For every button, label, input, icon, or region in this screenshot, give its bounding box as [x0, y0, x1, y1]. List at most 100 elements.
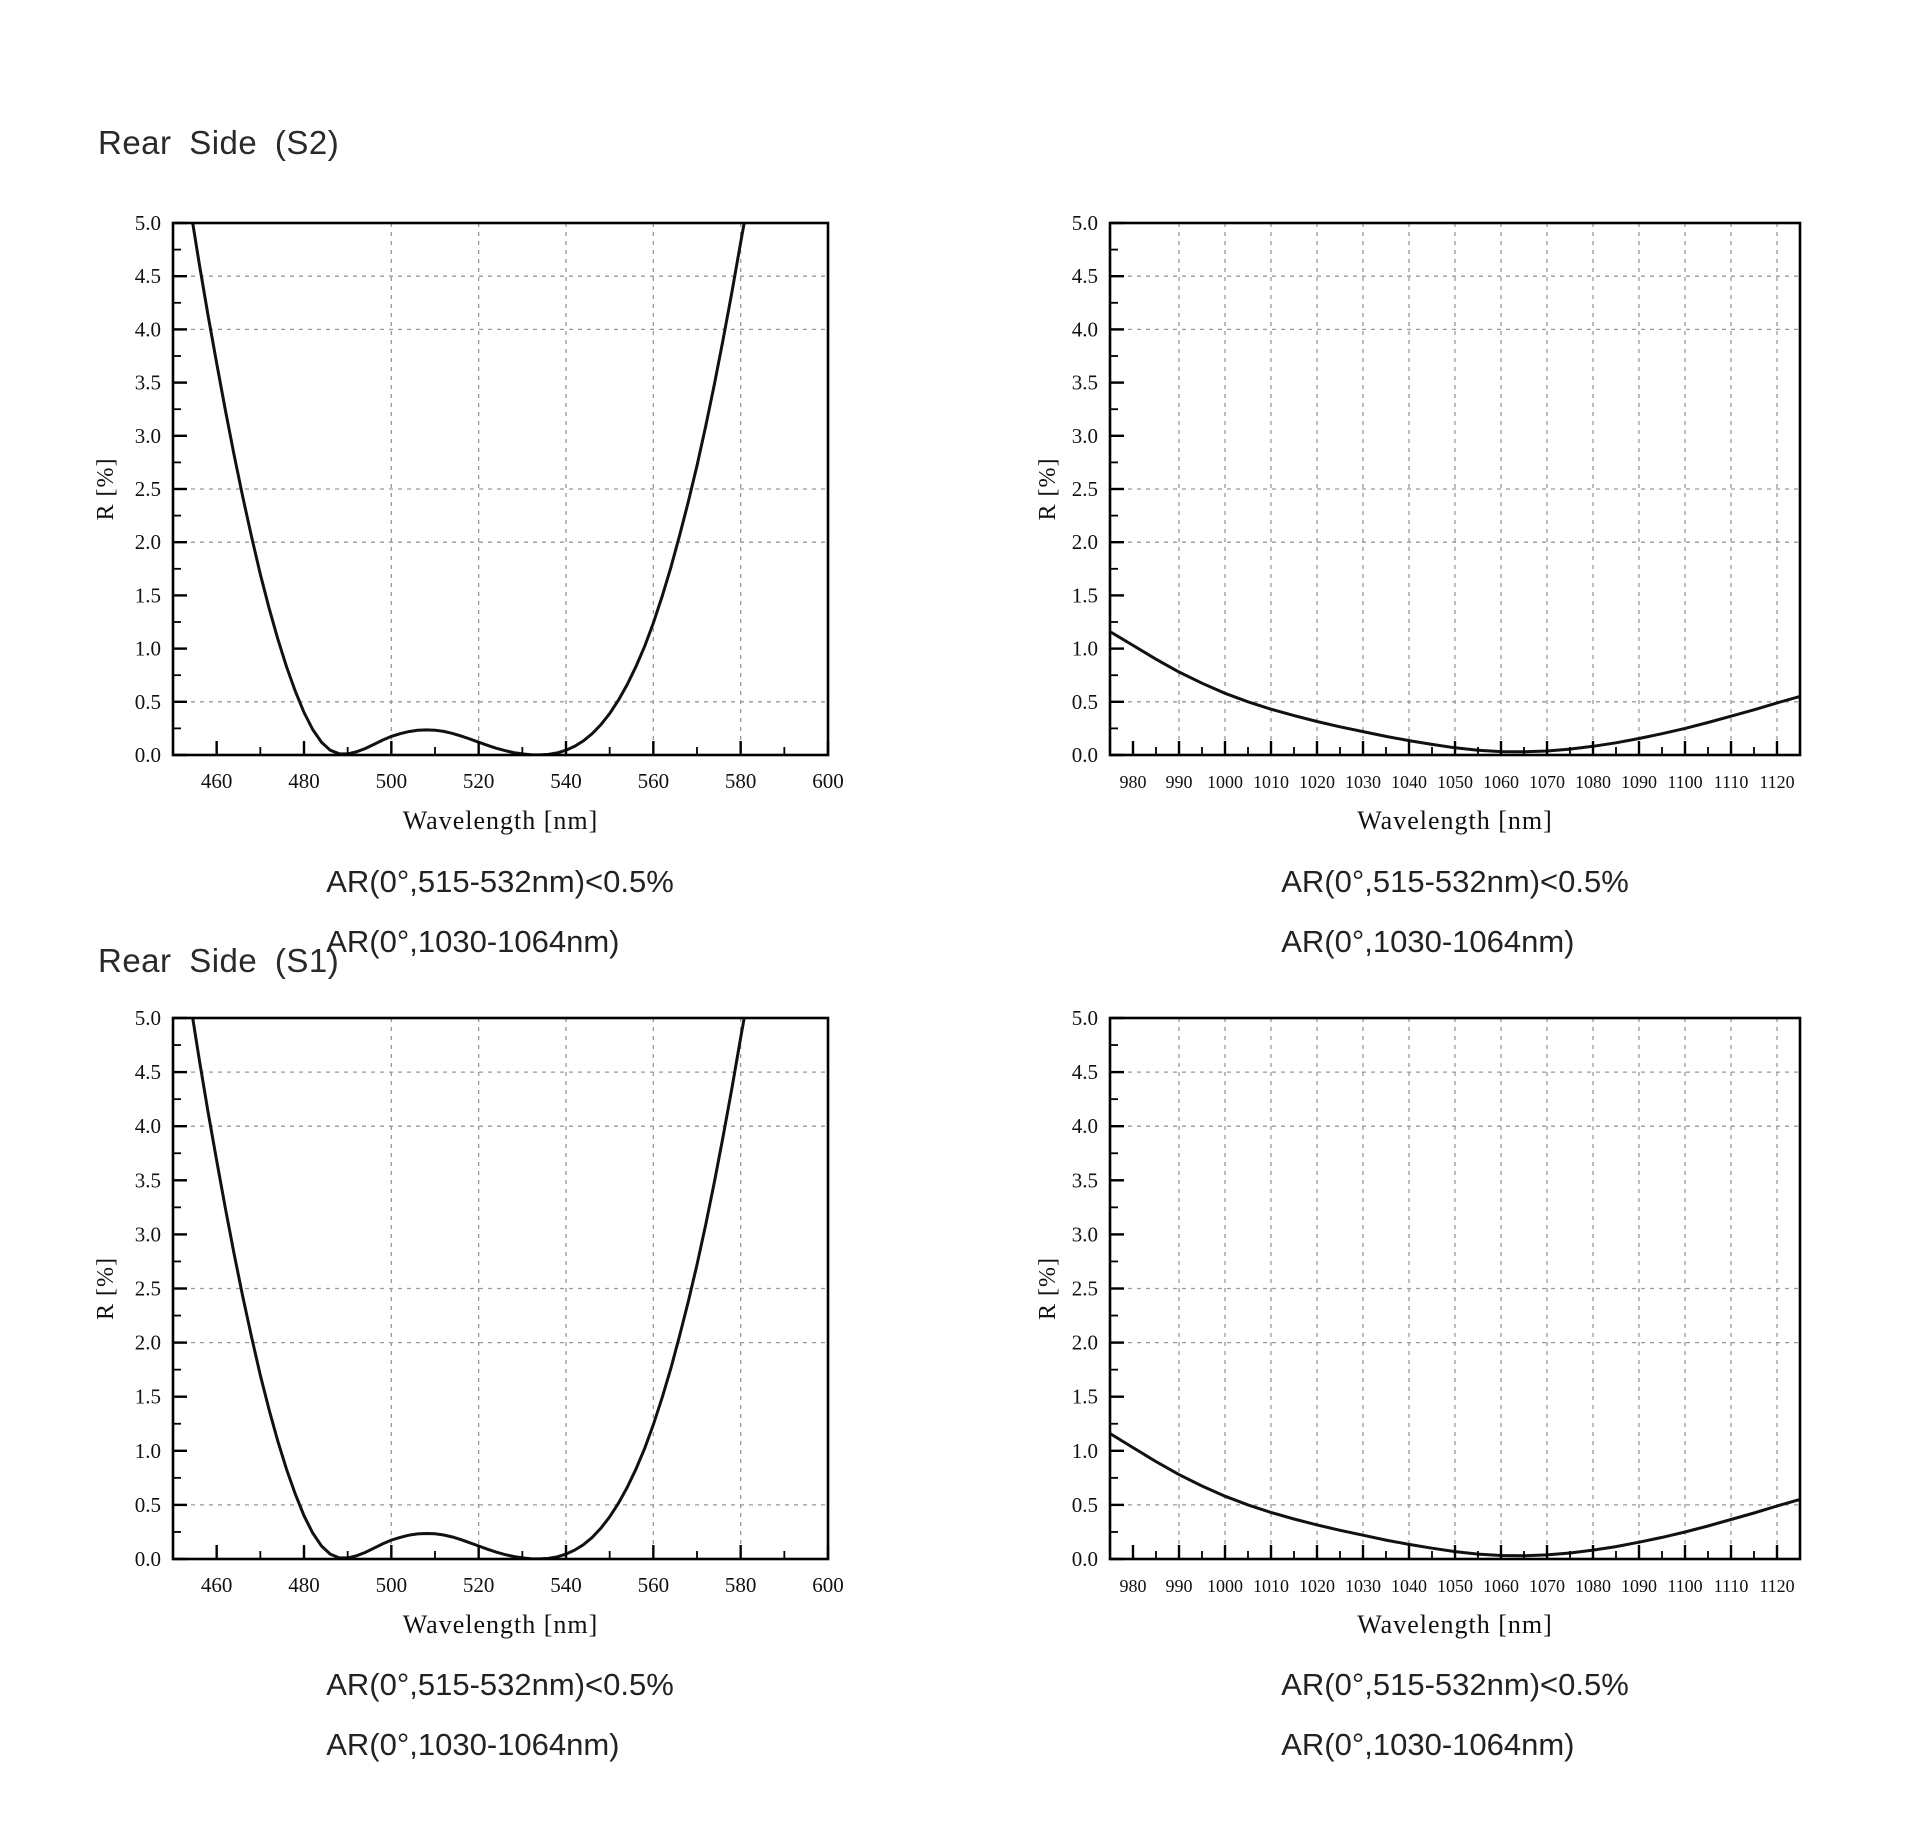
svg-text:0.5: 0.5	[1072, 690, 1098, 714]
svg-text:1.0: 1.0	[135, 1439, 161, 1463]
svg-text:2.0: 2.0	[1072, 530, 1098, 554]
svg-text:0.5: 0.5	[135, 690, 161, 714]
svg-text:1000: 1000	[1207, 1576, 1243, 1596]
caption-line-2: AR(0°,1030-1064nm)	[326, 924, 620, 959]
svg-text:560: 560	[638, 769, 670, 793]
svg-text:4.5: 4.5	[135, 264, 161, 288]
svg-text:5.0: 5.0	[135, 211, 161, 235]
svg-text:0.5: 0.5	[135, 1493, 161, 1517]
svg-text:1000: 1000	[1207, 772, 1243, 792]
svg-text:1.5: 1.5	[135, 1385, 161, 1409]
svg-text:1080: 1080	[1575, 772, 1611, 792]
caption-line-2: AR(0°,1030-1064nm)	[1281, 924, 1575, 959]
svg-text:480: 480	[288, 769, 320, 793]
svg-text:1100: 1100	[1667, 1576, 1702, 1596]
reflectance-chart-s1-visible: 460 480 500 520 540 560 580 600 0.0 0.5 1.0 1.5 2.0 2…	[93, 1006, 844, 1639]
svg-text:2.5: 2.5	[1072, 477, 1098, 501]
caption-line-1: AR(0°,515-532nm)<0.5%	[326, 1667, 674, 1702]
chart-caption: AR(0°,515-532nm)<0.5% AR(0°,1030-1064nm)	[95, 852, 905, 972]
section-heading-s2: Rear Side (S2)	[98, 124, 340, 161]
svg-text:990: 990	[1166, 772, 1193, 792]
svg-text:3.5: 3.5	[1072, 371, 1098, 395]
svg-text:990: 990	[1166, 1576, 1193, 1596]
svg-text:R [%]: R [%]	[93, 1257, 119, 1320]
svg-text:1040: 1040	[1391, 1576, 1427, 1596]
reflectance-chart-s1-infrared: 980 990 1000 1010 1020 1030 1040 1050 1060 1070 10…	[1035, 1006, 1802, 1639]
svg-text:1100: 1100	[1667, 772, 1702, 792]
svg-text:500: 500	[376, 1573, 408, 1597]
caption-line-1: AR(0°,515-532nm)<0.5%	[326, 864, 674, 899]
svg-text:1.5: 1.5	[1072, 583, 1098, 607]
svg-text:1060: 1060	[1483, 1576, 1519, 1596]
svg-text:2.0: 2.0	[1072, 1331, 1098, 1355]
svg-text:4.0: 4.0	[1072, 317, 1098, 341]
svg-text:4.0: 4.0	[135, 317, 161, 341]
svg-text:1050: 1050	[1437, 1576, 1473, 1596]
svg-text:980: 980	[1120, 1576, 1147, 1596]
svg-text:1110: 1110	[1714, 1576, 1749, 1596]
svg-text:1020: 1020	[1299, 772, 1335, 792]
caption-line-2: AR(0°,1030-1064nm)	[1281, 1727, 1575, 1762]
svg-text:1070: 1070	[1529, 1576, 1565, 1596]
svg-text:1010: 1010	[1253, 772, 1289, 792]
section-heading-s1: Rear Side (S1)	[98, 942, 340, 979]
svg-text:Wavelength [nm]: Wavelength [nm]	[403, 806, 599, 835]
svg-text:3.5: 3.5	[135, 1168, 161, 1192]
svg-text:3.5: 3.5	[1072, 1168, 1098, 1192]
svg-text:480: 480	[288, 1573, 320, 1597]
svg-text:5.0: 5.0	[1072, 211, 1098, 235]
chart-caption: AR(0°,515-532nm)<0.5% AR(0°,1030-1064nm)	[1055, 852, 1855, 972]
svg-text:1070: 1070	[1529, 772, 1565, 792]
svg-text:0.5: 0.5	[1072, 1493, 1098, 1517]
svg-text:4.0: 4.0	[1072, 1114, 1098, 1138]
caption-line-2: AR(0°,1030-1064nm)	[326, 1727, 620, 1762]
svg-text:540: 540	[550, 769, 582, 793]
svg-text:1020: 1020	[1299, 1576, 1335, 1596]
svg-text:1010: 1010	[1253, 1576, 1289, 1596]
svg-text:R [%]: R [%]	[1035, 1257, 1061, 1320]
svg-text:1.5: 1.5	[1072, 1385, 1098, 1409]
svg-text:5.0: 5.0	[1072, 1006, 1098, 1030]
svg-text:Wavelength [nm]: Wavelength [nm]	[403, 1610, 599, 1639]
svg-text:5.0: 5.0	[135, 1006, 161, 1030]
svg-text:3.0: 3.0	[1072, 424, 1098, 448]
reflectance-chart-s2-visible: 460 480 500 520 540 560 580 600 0.0 0.5 1.0 1.5 2.0 2…	[93, 211, 844, 835]
svg-text:Wavelength [nm]: Wavelength [nm]	[1357, 1610, 1553, 1639]
svg-text:520: 520	[463, 1573, 495, 1597]
svg-text:0.0: 0.0	[1072, 743, 1098, 767]
svg-text:R [%]: R [%]	[1035, 458, 1061, 521]
svg-text:3.0: 3.0	[135, 424, 161, 448]
svg-text:460: 460	[201, 1573, 233, 1597]
svg-text:1.0: 1.0	[1072, 637, 1098, 661]
svg-text:0.0: 0.0	[1072, 1547, 1098, 1571]
svg-text:1090: 1090	[1621, 772, 1657, 792]
reflectance-chart-s2-infrared: 980 990 1000 1010 1020 1030 1040 1050 1060 1070 10…	[1035, 211, 1802, 835]
svg-text:1040: 1040	[1391, 772, 1427, 792]
svg-text:1030: 1030	[1345, 1576, 1381, 1596]
svg-text:600: 600	[812, 769, 844, 793]
svg-text:2.0: 2.0	[135, 530, 161, 554]
svg-text:460: 460	[201, 769, 233, 793]
svg-text:560: 560	[638, 1573, 670, 1597]
svg-text:R [%]: R [%]	[93, 458, 119, 521]
svg-text:540: 540	[550, 1573, 582, 1597]
svg-text:2.5: 2.5	[135, 477, 161, 501]
caption-line-1: AR(0°,515-532nm)<0.5%	[1281, 864, 1629, 899]
svg-text:1080: 1080	[1575, 1576, 1611, 1596]
svg-text:520: 520	[463, 769, 495, 793]
svg-text:4.5: 4.5	[135, 1060, 161, 1084]
caption-line-1: AR(0°,515-532nm)<0.5%	[1281, 1667, 1629, 1702]
svg-text:1090: 1090	[1621, 1576, 1657, 1596]
svg-text:4.0: 4.0	[135, 1114, 161, 1138]
svg-text:1110: 1110	[1714, 772, 1749, 792]
svg-text:600: 600	[812, 1573, 844, 1597]
svg-text:1050: 1050	[1437, 772, 1473, 792]
svg-text:1030: 1030	[1345, 772, 1381, 792]
svg-text:1.0: 1.0	[1072, 1439, 1098, 1463]
svg-text:4.5: 4.5	[1072, 1060, 1098, 1084]
svg-text:2.5: 2.5	[135, 1277, 161, 1301]
svg-text:0.0: 0.0	[135, 1547, 161, 1571]
svg-text:980: 980	[1120, 772, 1147, 792]
svg-text:1060: 1060	[1483, 772, 1519, 792]
svg-text:580: 580	[725, 769, 757, 793]
